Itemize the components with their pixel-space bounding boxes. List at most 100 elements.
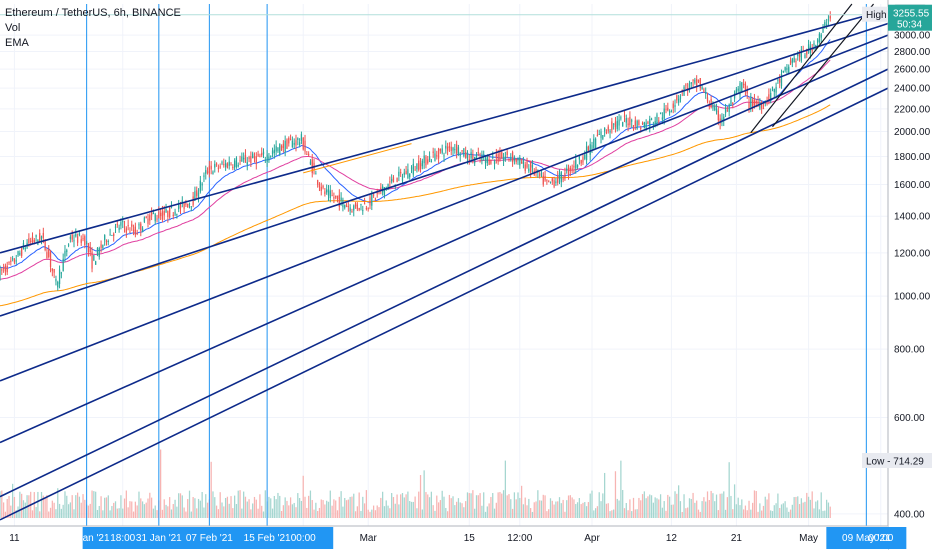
candle[interactable] [293,138,295,149]
candle[interactable] [492,151,494,160]
candle[interactable] [542,172,544,187]
candle[interactable] [183,201,185,214]
candle[interactable] [76,233,79,247]
candle[interactable] [185,199,187,207]
candle[interactable] [329,185,331,203]
candle[interactable] [1,267,3,275]
candle[interactable] [143,216,146,224]
candle[interactable] [445,140,447,154]
candle[interactable] [288,136,290,147]
candle[interactable] [558,169,561,185]
candle[interactable] [593,134,595,151]
candle[interactable] [795,58,797,68]
candle[interactable] [490,159,492,165]
candle[interactable] [730,95,732,107]
candle[interactable] [762,103,765,110]
candle[interactable] [95,260,97,265]
candle[interactable] [235,156,238,169]
candle[interactable] [24,246,26,252]
candle[interactable] [69,234,72,243]
candle[interactable] [571,164,573,174]
candle[interactable] [107,239,109,246]
candle[interactable] [114,223,117,234]
candle[interactable] [714,104,716,112]
candle[interactable] [678,94,680,106]
candle[interactable] [701,85,703,90]
candle[interactable] [156,214,158,223]
candle[interactable] [10,256,12,266]
candle[interactable] [715,103,718,115]
candle[interactable] [327,185,330,202]
candle[interactable] [443,152,445,162]
candle[interactable] [80,235,82,246]
channel-trendline[interactable] [0,46,889,444]
candle[interactable] [818,32,821,44]
candle[interactable] [26,239,28,249]
candle[interactable] [773,88,775,98]
candle[interactable] [826,18,828,29]
candle[interactable] [380,183,382,195]
candle[interactable] [2,263,5,273]
candle[interactable] [277,147,279,153]
channel-trendline[interactable] [0,68,889,498]
candle[interactable] [688,80,691,93]
candle[interactable] [661,112,664,125]
candle[interactable] [109,228,111,236]
candle[interactable] [317,179,319,188]
candle[interactable] [125,226,127,238]
candle[interactable] [421,158,423,170]
candle[interactable] [167,210,169,223]
candle[interactable] [604,127,606,137]
candle[interactable] [416,163,418,173]
candle[interactable] [55,275,57,286]
candle[interactable] [51,268,53,277]
candle[interactable] [367,207,369,212]
candle[interactable] [548,180,550,183]
ema-indicator-label[interactable]: EMA [5,37,29,49]
candle[interactable] [203,172,205,183]
candle[interactable] [820,32,822,43]
candle[interactable] [576,164,579,170]
candle[interactable] [539,171,541,179]
candle[interactable] [526,157,528,169]
candle[interactable] [230,162,232,166]
candle[interactable] [338,189,340,211]
candle[interactable] [437,147,440,164]
candle[interactable] [57,280,59,291]
candle[interactable] [273,144,275,159]
candle[interactable] [62,253,64,272]
candle[interactable] [145,215,147,219]
candle[interactable] [631,118,633,128]
candle[interactable] [584,150,586,161]
candle[interactable] [582,154,584,166]
candle[interactable] [549,181,552,184]
candle[interactable] [86,240,88,245]
candle[interactable] [728,103,730,117]
candle[interactable] [409,173,411,180]
candle[interactable] [459,151,461,162]
candle[interactable] [237,162,239,168]
candle[interactable] [210,161,212,175]
candle[interactable] [613,123,615,130]
candle[interactable] [567,164,570,180]
candle[interactable] [446,142,449,156]
channel-trendline[interactable] [0,8,889,254]
candle[interactable] [19,250,21,256]
candle[interactable] [0,265,1,281]
candle[interactable] [807,39,810,54]
candle[interactable] [605,129,608,135]
candle[interactable] [506,148,508,158]
candle[interactable] [748,97,750,113]
candle[interactable] [262,148,265,158]
candle[interactable] [562,175,564,183]
candle[interactable] [66,248,68,257]
candle[interactable] [64,245,66,263]
candle[interactable] [560,171,562,188]
candle[interactable] [428,151,431,163]
candle[interactable] [252,151,254,159]
candle[interactable] [113,232,115,242]
candle[interactable] [668,109,671,116]
candle[interactable] [816,38,819,48]
candle[interactable] [589,138,591,161]
